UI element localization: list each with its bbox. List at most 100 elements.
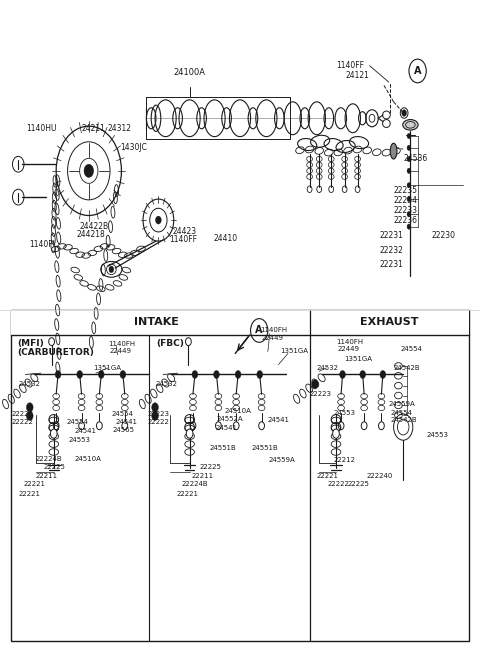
Circle shape bbox=[214, 371, 219, 378]
Circle shape bbox=[77, 371, 83, 378]
Circle shape bbox=[407, 212, 411, 217]
Circle shape bbox=[259, 422, 264, 430]
Text: 24554: 24554 bbox=[66, 419, 88, 426]
Text: 24121: 24121 bbox=[346, 71, 370, 80]
Text: INTAKE: INTAKE bbox=[133, 317, 179, 327]
Text: (FBC): (FBC) bbox=[156, 339, 184, 348]
Text: 22224B: 22224B bbox=[181, 481, 208, 487]
Circle shape bbox=[152, 403, 158, 412]
Text: 22222: 22222 bbox=[147, 419, 169, 426]
Circle shape bbox=[402, 110, 407, 116]
Text: 22449: 22449 bbox=[337, 346, 360, 352]
Circle shape bbox=[98, 371, 104, 378]
Text: 1140FL: 1140FL bbox=[29, 240, 57, 249]
Text: 24422B: 24422B bbox=[79, 222, 108, 231]
Text: 22234: 22234 bbox=[394, 196, 418, 205]
Text: 22449: 22449 bbox=[262, 335, 284, 342]
Text: 22235: 22235 bbox=[394, 186, 418, 195]
Text: 22225: 22225 bbox=[347, 481, 369, 487]
Text: 22211: 22211 bbox=[36, 472, 58, 479]
Circle shape bbox=[407, 145, 411, 150]
Circle shape bbox=[109, 266, 114, 273]
Circle shape bbox=[407, 133, 411, 139]
Text: 24542B: 24542B bbox=[391, 417, 417, 424]
Circle shape bbox=[79, 422, 84, 430]
Text: 24565: 24565 bbox=[113, 427, 135, 434]
Circle shape bbox=[361, 422, 367, 430]
Text: 24541: 24541 bbox=[216, 424, 238, 431]
Circle shape bbox=[122, 422, 128, 430]
Text: 24510A: 24510A bbox=[74, 455, 101, 462]
Text: 22223: 22223 bbox=[12, 411, 34, 417]
Text: 1140FH: 1140FH bbox=[108, 340, 135, 347]
Circle shape bbox=[216, 422, 221, 430]
Text: 1140HU: 1140HU bbox=[26, 124, 57, 133]
Text: 24541: 24541 bbox=[268, 417, 290, 424]
Ellipse shape bbox=[403, 120, 418, 130]
Circle shape bbox=[312, 380, 318, 389]
Text: (CARBURETOR): (CARBURETOR) bbox=[17, 348, 94, 357]
Text: 24541: 24541 bbox=[74, 428, 96, 434]
Text: 22223: 22223 bbox=[310, 391, 332, 397]
Text: 24536: 24536 bbox=[403, 154, 428, 164]
Bar bbox=[11, 310, 469, 335]
Text: 1351GA: 1351GA bbox=[345, 356, 372, 363]
Circle shape bbox=[360, 371, 366, 378]
Ellipse shape bbox=[390, 143, 397, 159]
Circle shape bbox=[340, 371, 346, 378]
Circle shape bbox=[407, 156, 411, 162]
Text: 24551B: 24551B bbox=[252, 445, 279, 451]
Circle shape bbox=[379, 422, 384, 430]
Text: 22221: 22221 bbox=[23, 481, 45, 487]
Text: 24510A: 24510A bbox=[225, 407, 252, 414]
Circle shape bbox=[53, 422, 59, 430]
Text: 22211: 22211 bbox=[192, 472, 214, 479]
Circle shape bbox=[407, 196, 411, 202]
Text: 222240: 222240 bbox=[367, 472, 393, 479]
Text: 24423: 24423 bbox=[173, 227, 197, 236]
Text: 22221: 22221 bbox=[18, 491, 40, 497]
Text: 24532: 24532 bbox=[155, 381, 177, 388]
Text: 22221: 22221 bbox=[177, 491, 199, 497]
Text: 24554: 24554 bbox=[111, 411, 133, 417]
Circle shape bbox=[190, 422, 196, 430]
Text: 24410: 24410 bbox=[214, 234, 238, 243]
Circle shape bbox=[407, 183, 411, 188]
Text: 1351GA: 1351GA bbox=[280, 348, 308, 355]
Text: 22231: 22231 bbox=[379, 260, 403, 269]
Text: 1140FF: 1140FF bbox=[169, 235, 197, 244]
Text: 22222: 22222 bbox=[328, 481, 350, 487]
Text: 22236: 22236 bbox=[394, 215, 418, 225]
Text: 22224B: 22224B bbox=[36, 455, 62, 462]
Text: 24554: 24554 bbox=[401, 346, 423, 352]
Circle shape bbox=[257, 371, 263, 378]
Text: 22212: 22212 bbox=[333, 457, 355, 463]
Text: 1140FF: 1140FF bbox=[336, 61, 364, 70]
Circle shape bbox=[26, 403, 33, 412]
Text: 24541: 24541 bbox=[115, 419, 137, 425]
Circle shape bbox=[55, 371, 61, 378]
Text: 24559A: 24559A bbox=[389, 401, 416, 407]
Text: 22231: 22231 bbox=[379, 231, 403, 240]
Text: 22223: 22223 bbox=[147, 411, 169, 417]
Text: 22225: 22225 bbox=[43, 464, 65, 470]
Text: 22233: 22233 bbox=[394, 206, 418, 215]
Text: 24553: 24553 bbox=[333, 410, 355, 417]
Text: 24100A: 24100A bbox=[174, 68, 205, 77]
Text: 24553: 24553 bbox=[69, 436, 91, 443]
Circle shape bbox=[407, 224, 411, 229]
Circle shape bbox=[50, 429, 57, 438]
Text: A: A bbox=[255, 325, 263, 336]
Text: 1351GA: 1351GA bbox=[94, 365, 121, 371]
Text: (MFI): (MFI) bbox=[17, 339, 44, 348]
Text: 22221: 22221 bbox=[317, 472, 339, 479]
Text: 244218: 244218 bbox=[77, 230, 106, 239]
Circle shape bbox=[186, 429, 193, 438]
Text: 24312: 24312 bbox=[108, 124, 132, 133]
Text: 22225: 22225 bbox=[199, 464, 221, 470]
Circle shape bbox=[26, 411, 33, 420]
Text: 1140FH: 1140FH bbox=[336, 338, 363, 345]
Circle shape bbox=[120, 371, 126, 378]
Text: A: A bbox=[414, 66, 421, 76]
Text: 24542B: 24542B bbox=[394, 365, 420, 371]
